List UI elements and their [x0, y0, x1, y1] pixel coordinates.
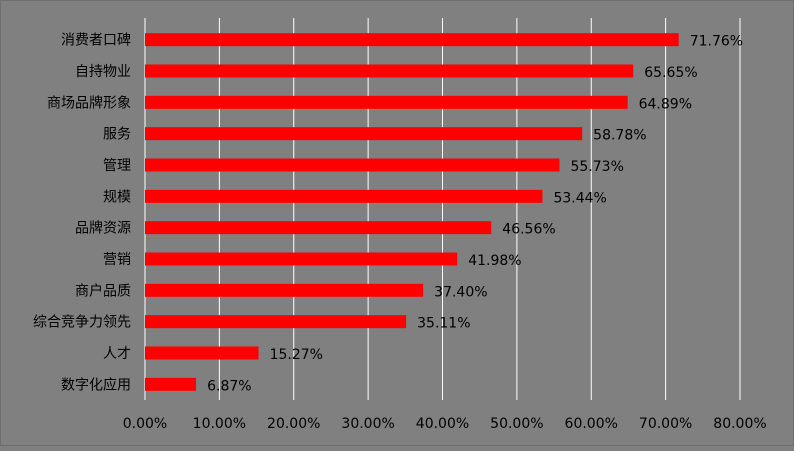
bar — [145, 252, 458, 266]
data-label: 71.76% — [690, 34, 743, 50]
data-label: 15.27% — [270, 347, 323, 363]
bar — [145, 127, 583, 141]
bar — [145, 377, 197, 391]
bar — [145, 283, 424, 297]
bars — [145, 33, 679, 391]
bar — [145, 189, 543, 203]
bar — [145, 95, 628, 109]
category-label: 数字化应用 — [61, 376, 131, 393]
category-label: 营销 — [103, 252, 131, 268]
category-label: 服务 — [103, 127, 131, 143]
x-tick-label: 80.00% — [713, 416, 766, 432]
x-tick-label: 60.00% — [565, 416, 618, 432]
data-label: 46.56% — [502, 222, 555, 238]
category-label: 商户品质 — [75, 282, 131, 299]
data-label: 64.89% — [639, 96, 692, 112]
x-tick-label: 40.00% — [416, 416, 469, 432]
category-label: 人才 — [103, 346, 131, 362]
bar — [145, 315, 407, 329]
data-label: 6.87% — [207, 378, 251, 394]
data-label: 53.44% — [553, 190, 606, 206]
bar — [145, 158, 560, 172]
x-tick-label: 10.00% — [193, 416, 246, 432]
data-label: 58.78% — [593, 128, 646, 144]
category-label: 管理 — [103, 158, 131, 174]
category-label: 品牌资源 — [75, 220, 131, 237]
bar — [145, 221, 492, 235]
gridlines — [144, 18, 741, 400]
category-label: 综合竞争力领先 — [33, 314, 131, 331]
data-label: 37.40% — [434, 284, 487, 300]
data-label: 41.98% — [468, 253, 521, 269]
data-label: 65.65% — [644, 65, 697, 81]
category-label: 商场品牌形象 — [47, 94, 131, 111]
data-label: 35.11% — [417, 316, 470, 332]
bar — [145, 33, 679, 47]
category-label: 自持物业 — [75, 64, 131, 80]
labels: 0.00% 10.00% 20.00% 30.00% 40.00% 50.00% 60.00… — [33, 33, 767, 432]
bar — [145, 64, 634, 78]
x-tick-label: 0.00% — [123, 416, 167, 432]
category-label: 规模 — [103, 189, 131, 205]
x-tick-label: 70.00% — [639, 416, 692, 432]
x-tick-label: 20.00% — [267, 416, 320, 432]
data-label: 55.73% — [570, 159, 623, 175]
x-tick-label: 30.00% — [341, 416, 394, 432]
category-label: 消费者口碑 — [61, 33, 131, 49]
bar — [145, 346, 259, 360]
x-tick-label: 50.00% — [490, 416, 543, 432]
